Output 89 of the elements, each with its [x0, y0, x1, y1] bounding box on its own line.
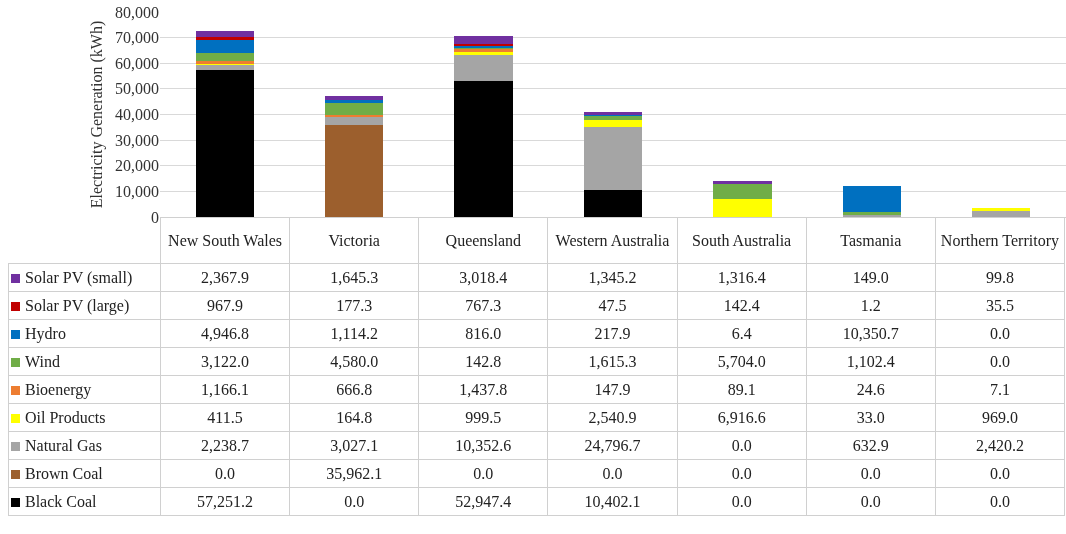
y-tick-label: 40,000: [115, 106, 159, 124]
data-label: 24.6: [806, 375, 936, 404]
data-label: 1,615.3: [547, 347, 678, 376]
data-label: 1,437.8: [418, 375, 548, 404]
data-label: 57,251.2: [160, 487, 290, 516]
data-label: 35.5: [935, 291, 1065, 320]
y-tick-label: 0: [151, 208, 159, 226]
data-label: 0.0: [418, 459, 548, 488]
data-label: 0.0: [547, 459, 678, 488]
data-label: 35,962.1: [289, 459, 419, 488]
data-label: 0.0: [677, 487, 807, 516]
data-label: 1.2: [806, 291, 936, 320]
legend-label: Bioenergy: [25, 380, 92, 398]
data-label: 0.0: [806, 459, 936, 488]
x-tick-label: Victoria: [289, 217, 419, 264]
legend-label: Solar PV (small): [25, 268, 133, 286]
data-label: 0.0: [935, 319, 1065, 348]
data-label: 2,420.2: [935, 431, 1065, 460]
data-label: 7.1: [935, 375, 1065, 404]
y-tick-label: 70,000: [115, 29, 159, 47]
data-label: 1,166.1: [160, 375, 290, 404]
data-label: 1,316.4: [677, 263, 807, 292]
data-label: 142.4: [677, 291, 807, 320]
y-tick-label: 50,000: [115, 80, 159, 98]
data-label: 0.0: [935, 487, 1065, 516]
y-tick-label: 60,000: [115, 54, 159, 72]
data-label: 24,796.7: [547, 431, 678, 460]
data-label: 10,402.1: [547, 487, 678, 516]
data-label: 632.9: [806, 431, 936, 460]
data-label: 0.0: [806, 487, 936, 516]
y-axis-title: Electricity Generation (kWh): [87, 20, 106, 209]
legend-label: Brown Coal: [25, 464, 103, 482]
data-label: 1,345.2: [547, 263, 678, 292]
data-label: 3,018.4: [418, 263, 548, 292]
data-label: 4,946.8: [160, 319, 290, 348]
data-label: 10,350.7: [806, 319, 936, 348]
data-label: 3,027.1: [289, 431, 419, 460]
data-label: 0.0: [677, 431, 807, 460]
data-label: 0.0: [160, 459, 290, 488]
data-label: 1,645.3: [289, 263, 419, 292]
x-tick-label: Western Australia: [547, 217, 678, 264]
y-tick-label: 30,000: [115, 131, 159, 149]
x-tick-label: Queensland: [418, 217, 548, 264]
data-label: 10,352.6: [418, 431, 548, 460]
data-label: 2,367.9: [160, 263, 290, 292]
legend-label: Black Coal: [25, 492, 97, 510]
data-label: 99.8: [935, 263, 1065, 292]
data-label: 1,102.4: [806, 347, 936, 376]
data-label: 89.1: [677, 375, 807, 404]
data-label: 52,947.4: [418, 487, 548, 516]
y-tick-label: 20,000: [115, 157, 159, 175]
data-label: 0.0: [935, 347, 1065, 376]
data-label: 967.9: [160, 291, 290, 320]
data-label: 816.0: [418, 319, 548, 348]
legend-label: Solar PV (large): [25, 296, 130, 314]
data-label: 149.0: [806, 263, 936, 292]
data-label: 147.9: [547, 375, 678, 404]
data-label: 3,122.0: [160, 347, 290, 376]
data-label: 4,580.0: [289, 347, 419, 376]
legend-label: Natural Gas: [25, 436, 102, 454]
legend-label: Wind: [25, 352, 60, 370]
legend-label: Oil Products: [25, 408, 106, 426]
data-label: 969.0: [935, 403, 1065, 432]
data-label: 767.3: [418, 291, 548, 320]
data-label: 6.4: [677, 319, 807, 348]
x-tick-label: South Australia: [677, 217, 807, 264]
data-label: 411.5: [160, 403, 290, 432]
data-label: 0.0: [289, 487, 419, 516]
x-tick-label: Northern Territory: [935, 217, 1065, 264]
data-label: 6,916.6: [677, 403, 807, 432]
data-label: 0.0: [677, 459, 807, 488]
data-label: 2,238.7: [160, 431, 290, 460]
data-label: 1,114.2: [289, 319, 419, 348]
data-label: 666.8: [289, 375, 419, 404]
data-label: 5,704.0: [677, 347, 807, 376]
legend-label: Hydro: [25, 324, 66, 342]
y-tick-label: 80,000: [115, 3, 159, 21]
data-label: 142.8: [418, 347, 548, 376]
data-label: 217.9: [547, 319, 678, 348]
x-tick-label: New South Wales: [160, 217, 290, 264]
data-label: 164.8: [289, 403, 419, 432]
x-tick-label: Tasmania: [806, 217, 936, 264]
data-label: 2,540.9: [547, 403, 678, 432]
data-label: 0.0: [935, 459, 1065, 488]
data-label: 177.3: [289, 291, 419, 320]
data-label: 999.5: [418, 403, 548, 432]
y-tick-label: 10,000: [115, 182, 159, 200]
data-label: 33.0: [806, 403, 936, 432]
data-label: 47.5: [547, 291, 678, 320]
